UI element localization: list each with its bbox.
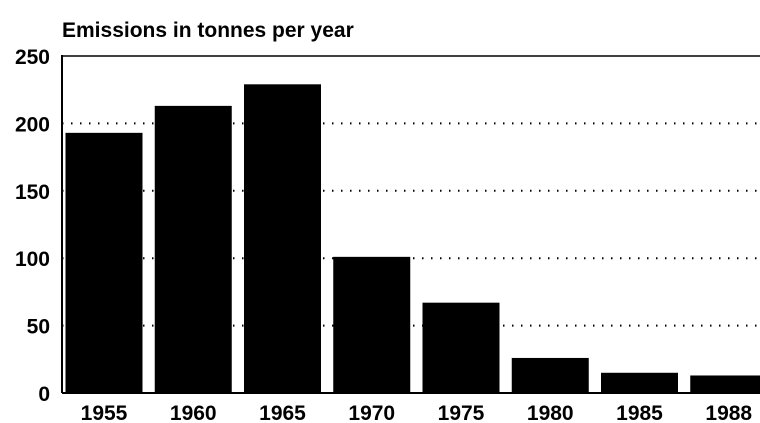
x-tick-label-1985: 1985	[616, 402, 663, 423]
x-tick-label-1960: 1960	[170, 402, 217, 423]
bar-1965	[244, 84, 321, 393]
bar-1960	[154, 105, 232, 393]
y-tick-label-100: 100	[15, 248, 50, 271]
x-tick-label-1975: 1975	[438, 402, 485, 423]
y-tick-label-250: 250	[15, 46, 50, 69]
axes	[61, 55, 760, 394]
x-tick-label-1988: 1988	[705, 402, 752, 423]
bar-1970	[333, 256, 411, 393]
y-axis-ticks: 0 50 100 150 200 250	[15, 46, 50, 406]
y-tick-label-150: 150	[15, 181, 50, 204]
y-tick-label-200: 200	[15, 113, 50, 136]
y-tick-label-0: 0	[38, 383, 50, 406]
bars	[65, 84, 760, 393]
bar-1955	[65, 132, 143, 393]
bar-1980	[511, 357, 589, 393]
x-tick-label-1955: 1955	[81, 402, 128, 423]
x-axis-ticks: 1955 1960 1965 1970 1975 1980 1985 1988	[81, 402, 753, 423]
y-tick-label-50: 50	[27, 316, 50, 339]
bar-1985	[601, 372, 678, 393]
x-tick-label-1980: 1980	[527, 402, 574, 423]
bar-1975	[422, 302, 500, 393]
x-tick-label-1970: 1970	[348, 402, 395, 423]
x-tick-label-1965: 1965	[259, 402, 306, 423]
chart-title: Emissions in tonnes per year	[62, 19, 354, 42]
bar-1988	[690, 375, 760, 393]
